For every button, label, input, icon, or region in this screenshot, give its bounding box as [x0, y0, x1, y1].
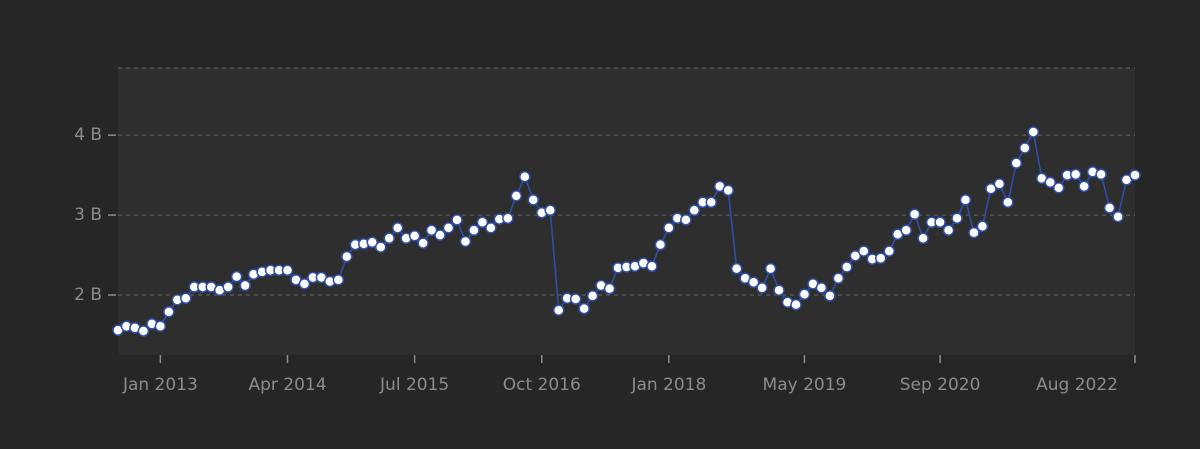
point [578, 302, 590, 315]
point [510, 190, 523, 202]
point [934, 216, 946, 229]
point [485, 222, 497, 234]
point [663, 222, 675, 234]
point [366, 236, 378, 249]
point [408, 230, 421, 242]
point [968, 226, 980, 239]
point [747, 276, 760, 289]
point [730, 262, 743, 275]
point [527, 194, 540, 206]
point [552, 304, 565, 316]
point [1120, 174, 1133, 186]
point [1010, 157, 1023, 169]
point [773, 284, 785, 296]
point [1069, 168, 1082, 181]
y-tick-label: 3 B [74, 205, 102, 225]
point [705, 196, 717, 209]
point [442, 222, 455, 234]
x-tick-label: Apr 2014 [248, 375, 326, 395]
point [815, 282, 828, 294]
point [841, 261, 853, 273]
point [180, 292, 192, 304]
point [230, 270, 243, 283]
point [1078, 180, 1090, 193]
point [1019, 142, 1031, 154]
point [425, 224, 438, 237]
point [976, 220, 989, 233]
x-tick-label: May 2019 [763, 375, 847, 395]
x-tick-label: Jan 2018 [630, 375, 706, 395]
point [1095, 168, 1107, 181]
point [476, 216, 489, 229]
point [917, 232, 929, 245]
point [239, 279, 251, 292]
point [1002, 196, 1014, 209]
point [908, 208, 921, 221]
y-tick-label: 2 B [74, 285, 102, 305]
point [993, 178, 1006, 190]
x-tick-label: Oct 2016 [503, 375, 581, 395]
point [959, 194, 972, 206]
point [832, 272, 845, 285]
point [900, 224, 912, 237]
point [688, 204, 701, 217]
point [1044, 176, 1056, 189]
point [883, 245, 895, 257]
point [222, 281, 234, 293]
point [391, 222, 404, 234]
point [1112, 210, 1124, 223]
point [137, 325, 150, 337]
point [942, 224, 955, 237]
point [502, 212, 514, 225]
point [383, 232, 395, 245]
point [849, 250, 862, 262]
point [858, 245, 870, 257]
y-tick-label: 4 B [74, 125, 102, 145]
point [1103, 202, 1116, 214]
point [298, 278, 311, 290]
x-tick-label: Aug 2022 [1036, 375, 1118, 395]
point [1027, 126, 1040, 138]
point [569, 293, 582, 305]
point [332, 274, 345, 286]
plot-area [118, 68, 1135, 355]
point [646, 260, 658, 273]
point [1129, 169, 1141, 181]
point [985, 182, 997, 195]
point [163, 306, 175, 318]
point [468, 224, 480, 237]
point [756, 282, 768, 294]
point [951, 212, 963, 225]
point [459, 235, 472, 248]
point [654, 238, 667, 251]
point [764, 262, 777, 275]
point [798, 288, 811, 300]
point [824, 290, 836, 302]
point [434, 229, 446, 241]
point [417, 237, 429, 249]
point [281, 264, 294, 277]
point [790, 298, 802, 311]
point [544, 204, 556, 217]
point [603, 282, 616, 295]
point [875, 252, 887, 265]
point [519, 170, 531, 183]
point [586, 290, 599, 302]
point [451, 214, 463, 226]
point [374, 241, 387, 253]
point [1052, 182, 1065, 194]
point [722, 184, 734, 197]
x-tick-label: Jan 2013 [122, 375, 198, 395]
point [154, 320, 167, 332]
x-tick-label: Jul 2015 [379, 375, 449, 395]
point [341, 250, 353, 263]
x-tick-label: Sep 2020 [900, 375, 981, 395]
point [680, 214, 692, 226]
